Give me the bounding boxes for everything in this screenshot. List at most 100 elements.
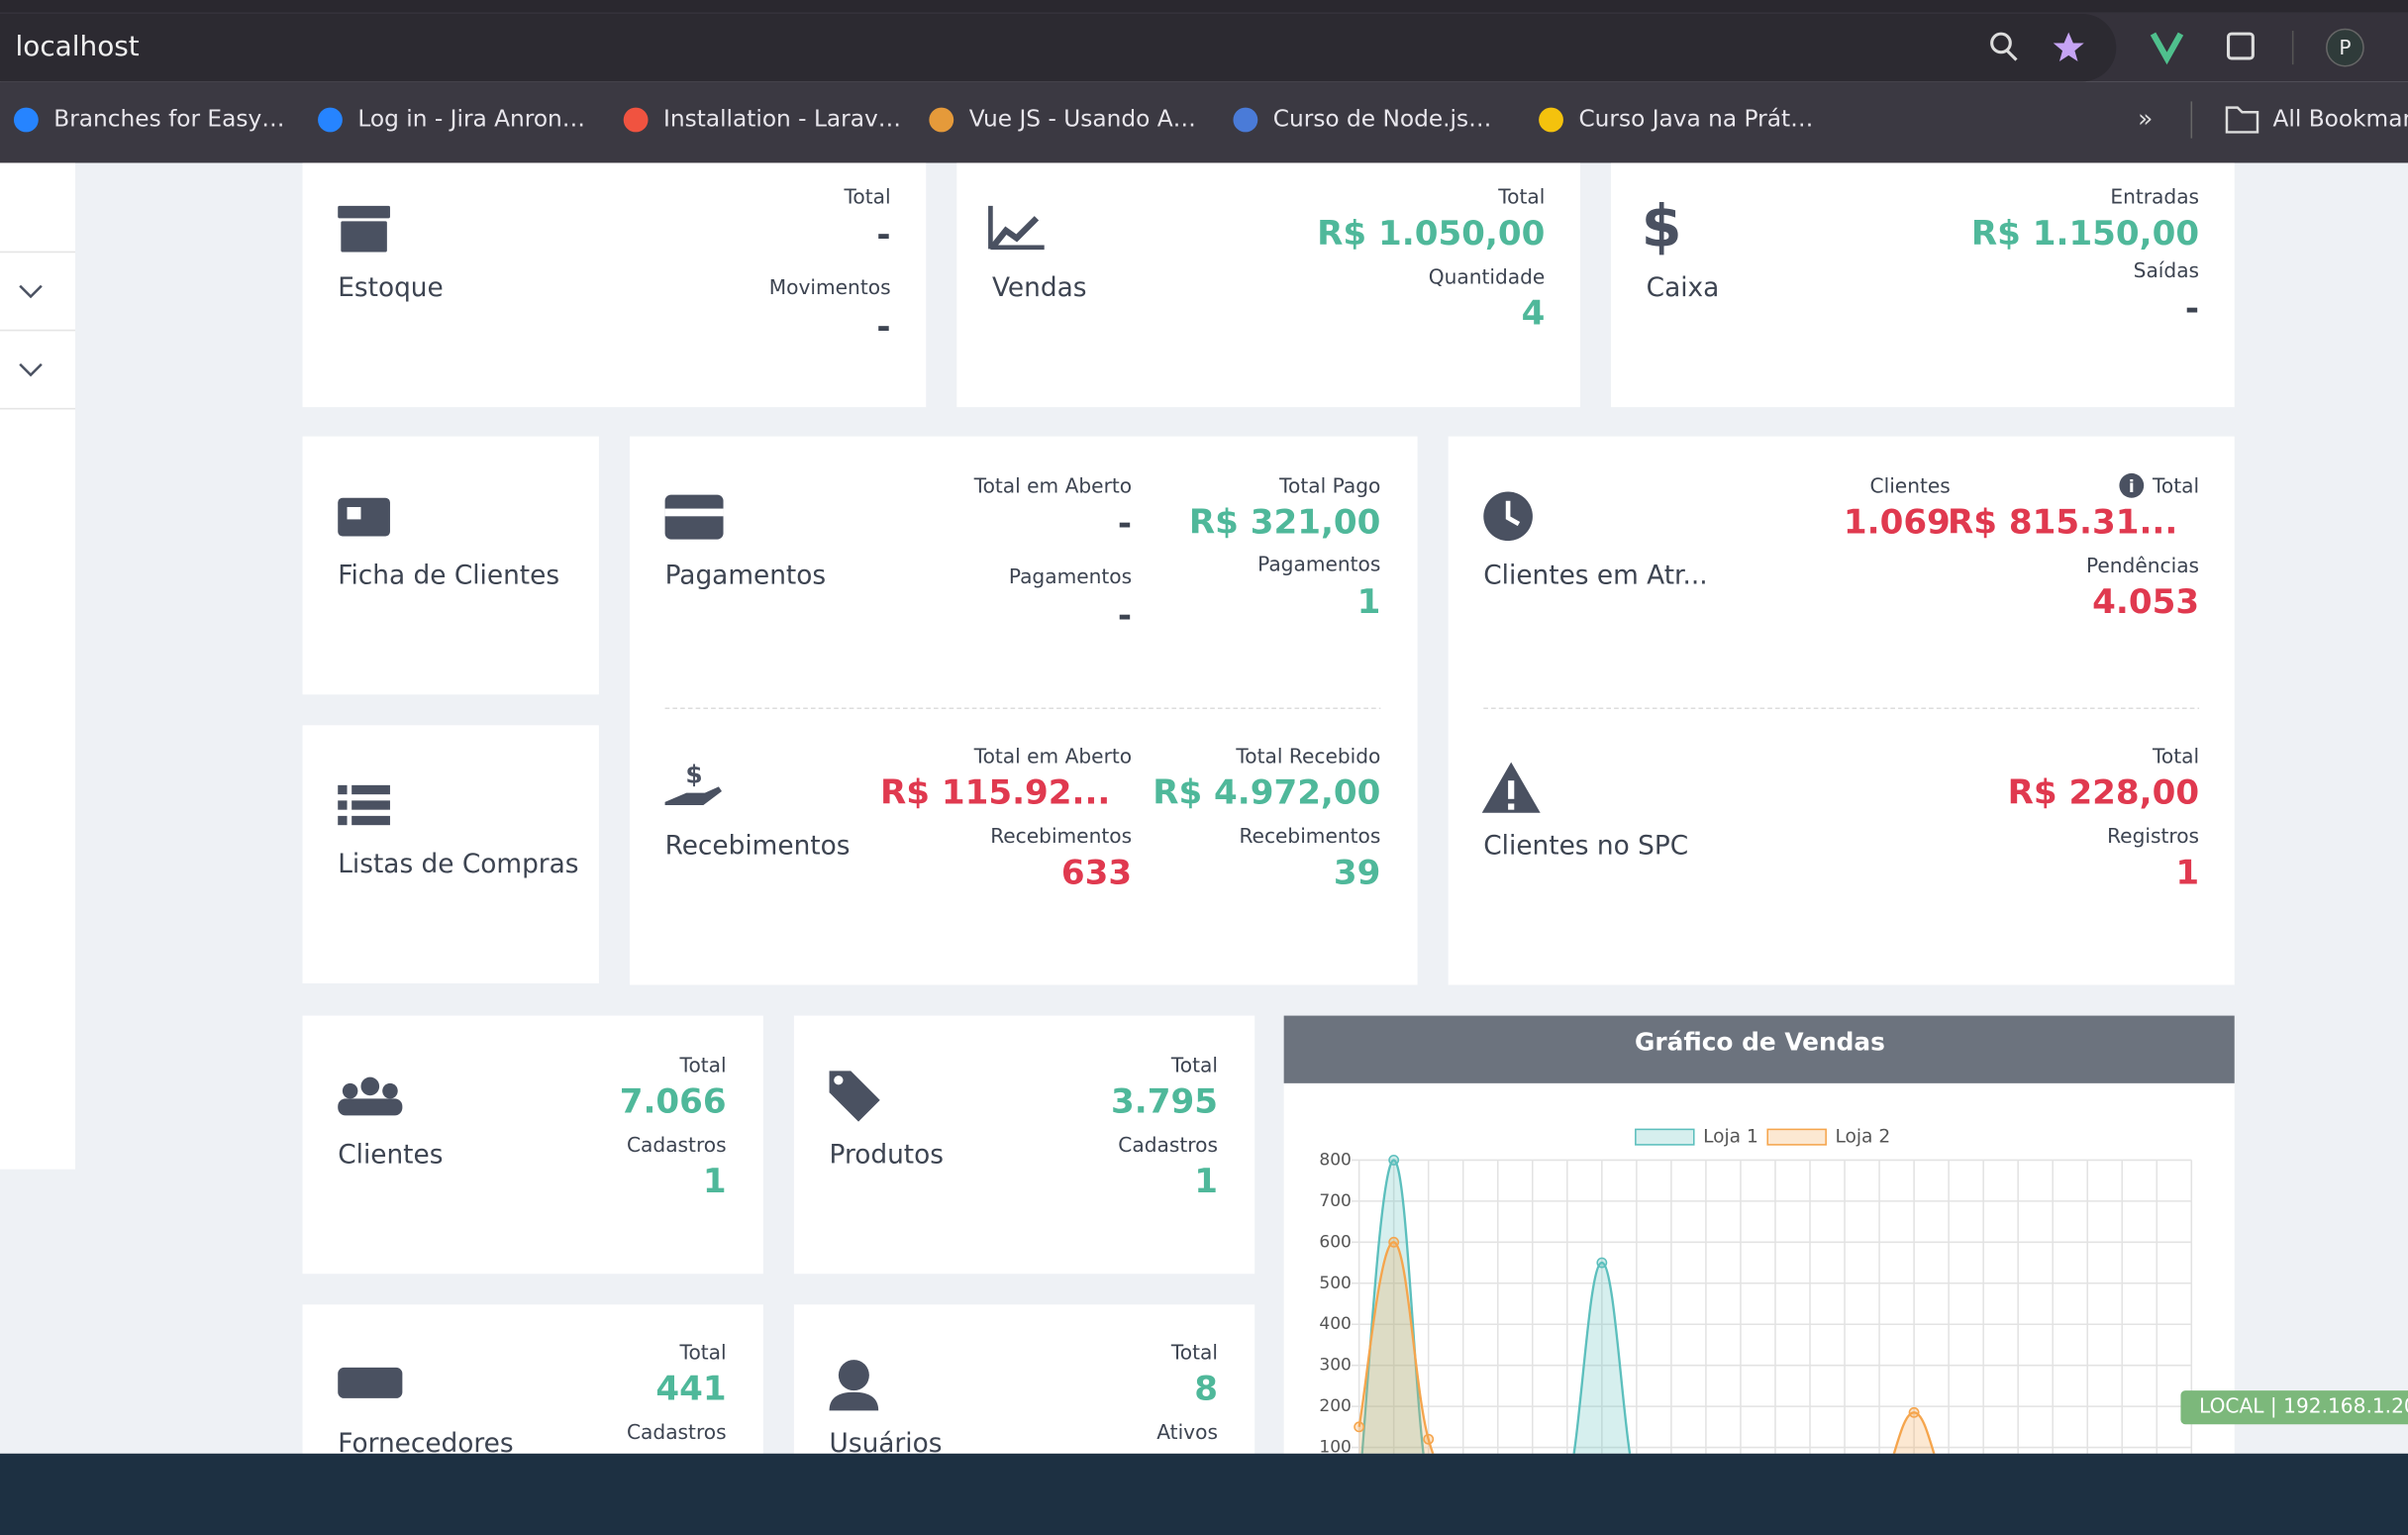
icon-user — [829, 1391, 879, 1411]
bookmark[interactable]: Installation - Larav… — [663, 106, 901, 133]
stat-value: 441 — [655, 1370, 726, 1409]
legend-swatch — [1766, 1128, 1827, 1146]
bookmark[interactable]: Curso de Node.js… — [1273, 106, 1492, 133]
stat-label: Total — [1170, 1053, 1218, 1076]
series-area — [1358, 1242, 1935, 1454]
bookmark-icon[interactable] — [1233, 107, 1258, 133]
icon-list — [338, 815, 348, 826]
stat-value: 39 — [1334, 853, 1380, 892]
bookmarks-bar — [0, 81, 2408, 163]
stat-value: R$ 1.050,00 — [1317, 214, 1545, 254]
stat-value: 1 — [1357, 582, 1381, 622]
stat-label: Recebimentos — [1239, 824, 1380, 848]
icon-archive — [338, 205, 390, 219]
stat-value: - — [1118, 596, 1132, 636]
y-tick-label: 700 — [1319, 1191, 1352, 1211]
bookmark-icon[interactable] — [318, 107, 343, 133]
card-ficha[interactable] — [302, 436, 599, 695]
all-bookmarks[interactable]: All Bookmar — [2273, 106, 2408, 133]
icon-users — [382, 1082, 398, 1099]
address-text[interactable]: localhost — [16, 30, 140, 62]
stat-value: 4 — [1522, 294, 1546, 334]
zoom-icon[interactable] — [2006, 50, 2018, 61]
sidebar — [0, 162, 75, 1170]
bookmark-icon[interactable] — [13, 107, 39, 133]
card-produtos[interactable] — [793, 1015, 1255, 1275]
chevron[interactable] — [19, 284, 43, 299]
icon-credit-card — [664, 494, 724, 540]
icon-users — [338, 1098, 403, 1116]
card-listas[interactable] — [302, 725, 599, 983]
card-inadimplencia[interactable] — [1448, 436, 2235, 985]
card-title: Recebimentos — [665, 831, 851, 861]
stat-label: Pagamentos — [1009, 564, 1132, 588]
icon-list — [338, 800, 348, 810]
data-point — [1908, 1406, 1920, 1418]
stat-label: Total — [2152, 744, 2199, 768]
series-area — [1361, 1160, 1631, 1454]
bookmark-icon[interactable] — [623, 107, 649, 133]
data-point — [1354, 1421, 1365, 1433]
stat-value: - — [1118, 504, 1132, 544]
folder-icon[interactable] — [2225, 106, 2259, 134]
extensions-icon[interactable] — [2226, 32, 2255, 60]
icon-clock — [1505, 500, 1521, 527]
card-caixa[interactable] — [1611, 162, 2235, 408]
stat-value: R$ 815.31... — [1948, 503, 2177, 543]
stat-label: Pendências — [2086, 554, 2199, 577]
stat-label: Pagamentos — [1257, 552, 1380, 575]
chart-title: Gráfico de Vendas — [1635, 1028, 1885, 1057]
icon-users — [342, 1082, 358, 1099]
stat-label: Cadastros — [1118, 1133, 1218, 1157]
y-tick-label: 600 — [1319, 1232, 1352, 1252]
zoom-icon[interactable] — [1990, 32, 2012, 54]
more-bookmarks[interactable]: » — [2138, 104, 2153, 133]
icon-dollar: $ — [1642, 192, 1682, 260]
bookmark[interactable]: Vue JS - Usando A… — [969, 106, 1196, 133]
stat-label: Saídas — [2134, 258, 2199, 282]
bookmark[interactable]: Branches for Easy… — [53, 106, 284, 133]
y-tick-label: 300 — [1319, 1356, 1352, 1376]
profile-initial[interactable]: P — [2339, 36, 2351, 59]
card-clientes[interactable] — [302, 1015, 763, 1275]
chevron[interactable] — [19, 362, 43, 377]
chart-header — [1283, 1015, 2235, 1083]
card-title: Listas de Compras — [338, 850, 578, 879]
icon-list — [351, 784, 390, 795]
stat-value: 7.066 — [620, 1082, 727, 1122]
stat-value: - — [876, 308, 890, 348]
icon-tag — [834, 1075, 844, 1085]
icon-hand-dollar: $ — [685, 761, 702, 789]
env-badge — [2180, 1390, 2408, 1425]
card-title: Estoque — [338, 273, 443, 303]
data-point — [1596, 1257, 1608, 1269]
vue-extension[interactable] — [2150, 32, 2184, 65]
bookmark[interactable]: Log in - Jira Anron… — [357, 106, 585, 133]
stat-value: 1.069 — [1844, 503, 1951, 543]
stat-label: Clientes — [1870, 473, 1951, 497]
profile-avatar[interactable] — [2326, 28, 2364, 67]
card-vendas[interactable] — [956, 162, 1580, 408]
icons: $ $ — [338, 192, 2145, 1411]
stat-value: 4.053 — [2092, 582, 2199, 622]
address-bar[interactable] — [0, 13, 2117, 82]
stat-value: - — [2185, 289, 2199, 329]
data-point — [1423, 1433, 1435, 1445]
bookmark-icon[interactable] — [1539, 107, 1563, 133]
icon-warning — [1508, 803, 1515, 810]
stat-label: Total Recebido — [1235, 744, 1380, 768]
card-financeiro[interactable] — [629, 436, 1418, 985]
icon-archive — [341, 221, 387, 253]
stat-label: Total em Aberto — [973, 744, 1132, 768]
card-estoque[interactable] — [302, 162, 927, 408]
stat-value: 1 — [1194, 1162, 1218, 1201]
card-title: Produtos — [830, 1140, 944, 1170]
bookmark-icon[interactable] — [929, 107, 954, 133]
bookmark-star[interactable] — [2053, 32, 2084, 62]
card-title: Clientes no SPC — [1483, 831, 1688, 861]
stat-value: R$ 4.972,00 — [1153, 773, 1380, 813]
data-point — [1388, 1154, 1400, 1166]
bookmark[interactable]: Curso Java na Prát… — [1578, 106, 1813, 133]
stat-label: Total em Aberto — [973, 473, 1132, 497]
